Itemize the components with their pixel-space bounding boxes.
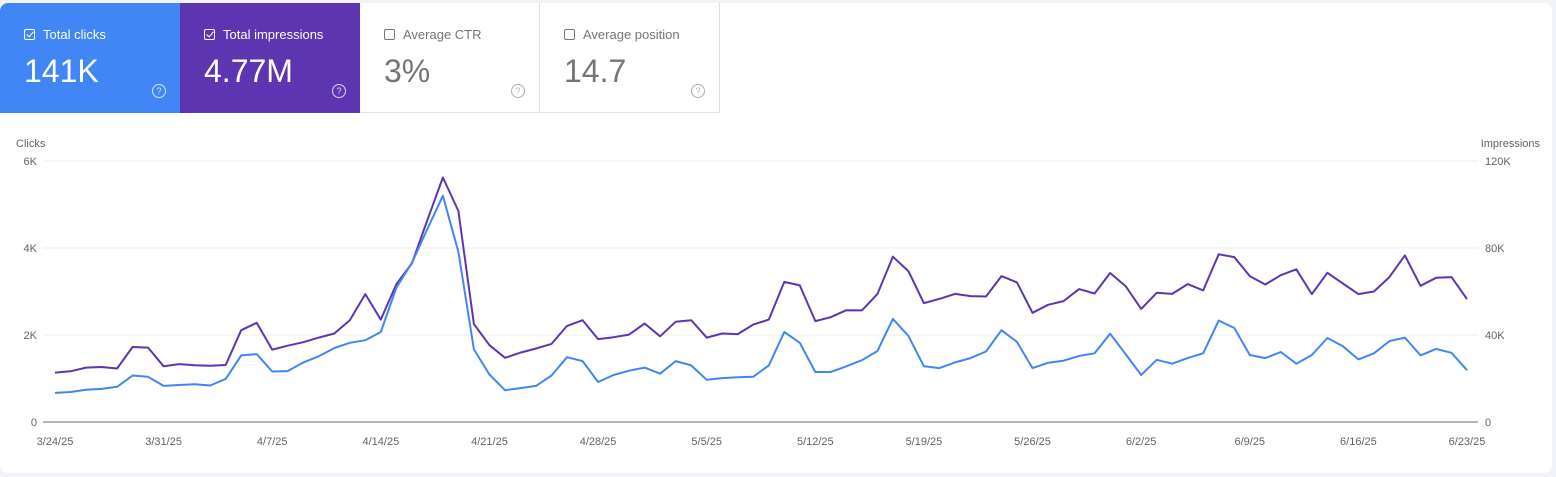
performance-chart[interactable]: 0 0 2K 40K 4K 80K 6K 120K 3/24/25 3/31/25 4/7/25 4/… [0, 3, 1552, 473]
help-icon[interactable]: ? [511, 84, 525, 98]
card-label: Average position [583, 27, 680, 42]
card-value: 141K [24, 53, 99, 89]
left-tick-label: 0 [31, 417, 37, 429]
help-icon[interactable]: ? [152, 84, 166, 98]
checkbox-unchecked-icon[interactable] [384, 29, 395, 40]
total-clicks-card[interactable]: Total clicks 141K ? [0, 3, 180, 113]
x-tick-label: 6/23/25 [1449, 436, 1486, 448]
right-tick-label: 40K [1485, 330, 1505, 342]
card-value: 3% [384, 53, 431, 89]
left-tick-label: 4K [24, 243, 38, 255]
left-axis-title: Clicks [16, 138, 46, 150]
x-tick-label: 6/2/25 [1126, 436, 1157, 448]
card-label: Total clicks [43, 27, 106, 42]
clicks-line [54, 194, 1468, 394]
help-icon[interactable]: ? [332, 84, 346, 98]
right-tick-label: 120K [1485, 156, 1511, 168]
x-tick-label: 5/26/25 [1014, 436, 1051, 448]
right-tick-label: 80K [1485, 243, 1505, 255]
x-tick-label: 4/21/25 [471, 436, 508, 448]
x-tick-label: 5/12/25 [797, 436, 834, 448]
card-value: 4.77M [204, 53, 293, 89]
checkbox-unchecked-icon[interactable] [564, 29, 575, 40]
help-icon[interactable]: ? [691, 84, 705, 98]
x-tick-label: 3/24/25 [37, 436, 74, 448]
x-tick-label: 4/28/25 [580, 436, 617, 448]
impressions-line [54, 176, 1468, 374]
x-tick-label: 5/19/25 [906, 436, 943, 448]
card-value: 14.7 [564, 53, 627, 89]
left-tick-label: 2K [24, 330, 38, 342]
x-tick-label: 6/16/25 [1340, 436, 1377, 448]
right-tick-label: 0 [1485, 417, 1491, 429]
x-tick-label: 3/31/25 [145, 436, 182, 448]
right-axis-title: Impressions [1480, 138, 1540, 150]
x-tick-label: 4/7/25 [257, 436, 288, 448]
average-ctr-card[interactable]: Average CTR 3% ? [360, 3, 540, 113]
performance-panel: Total clicks 141K ? Total impressions 4.… [0, 3, 1552, 473]
x-tick-label: 6/9/25 [1234, 436, 1265, 448]
checkbox-checked-icon[interactable] [204, 29, 215, 40]
average-position-card[interactable]: Average position 14.7 ? [540, 3, 720, 113]
x-tick-label: 5/5/25 [691, 436, 722, 448]
left-tick-label: 6K [24, 156, 38, 168]
card-label: Total impressions [223, 27, 324, 42]
x-tick-label: 4/14/25 [362, 436, 399, 448]
checkbox-checked-icon[interactable] [24, 29, 35, 40]
total-impressions-card[interactable]: Total impressions 4.77M ? [180, 3, 360, 113]
card-label: Average CTR [403, 27, 482, 42]
